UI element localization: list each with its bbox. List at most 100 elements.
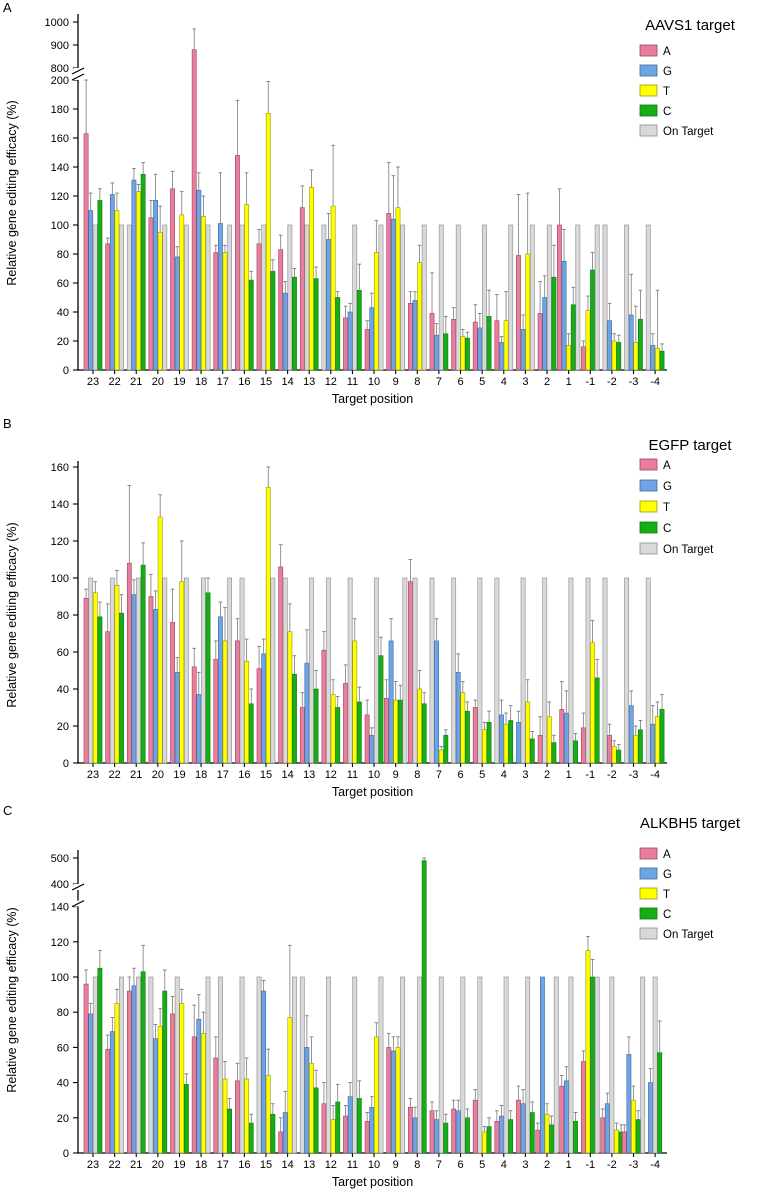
- bar-C: [551, 276, 557, 371]
- y-tick-label: 40: [57, 307, 69, 319]
- bar-G: [347, 1096, 353, 1154]
- x-tick-label: 9: [393, 769, 399, 781]
- x-tick-label: -2: [607, 1159, 617, 1171]
- bar-T: [179, 581, 185, 764]
- x-axis-title: Target position: [332, 392, 413, 406]
- x-tick-label: -4: [650, 376, 660, 388]
- bar-A: [580, 1061, 586, 1154]
- x-tick-label: 17: [217, 1159, 229, 1171]
- bar-A: [535, 1129, 541, 1154]
- bar-G: [88, 1013, 94, 1154]
- bar-On: [347, 577, 353, 764]
- bar-On: [645, 224, 651, 371]
- bar-On: [455, 224, 461, 371]
- x-tick-label: 1: [566, 769, 572, 781]
- bar-T: [503, 723, 509, 764]
- bar-T: [417, 688, 422, 764]
- bar-G: [412, 1117, 418, 1154]
- bar-C: [292, 673, 297, 764]
- bar-On: [183, 577, 189, 764]
- y-tick-label: 0: [63, 758, 69, 770]
- bar-T: [611, 340, 617, 371]
- bar-T: [201, 1033, 206, 1154]
- bar-G: [455, 672, 461, 764]
- bar-On: [304, 224, 310, 371]
- bar-G: [499, 714, 504, 764]
- bar-On: [136, 976, 141, 1154]
- x-tick-label: -3: [629, 769, 639, 781]
- bar-T: [309, 187, 314, 371]
- x-tick-label: 10: [368, 769, 380, 781]
- x-tick-label: 22: [108, 1159, 120, 1171]
- bar-G: [563, 712, 569, 764]
- bar-On: [640, 976, 646, 1154]
- bar-On: [602, 224, 608, 371]
- axis-break-mark: [71, 73, 85, 81]
- bar-T: [417, 262, 422, 371]
- bar-G: [369, 307, 375, 371]
- x-tick-label: -3: [629, 1159, 639, 1171]
- bar-C: [140, 564, 146, 764]
- bar-On: [645, 577, 651, 764]
- x-tick-label: 8: [414, 1159, 420, 1171]
- bar-On: [438, 976, 444, 1154]
- bar-A: [364, 1121, 370, 1154]
- y-tick-label: 140: [51, 162, 69, 174]
- y-axis-title: Relative gene editing efficacy (%): [5, 522, 19, 707]
- legend-label-T: T: [663, 86, 670, 98]
- y-tick-label: 800: [51, 63, 69, 75]
- bar-G: [196, 694, 202, 764]
- bar-On: [239, 976, 245, 1154]
- bar-A: [429, 1110, 435, 1154]
- bar-On: [624, 577, 629, 764]
- x-tick-label: 7: [436, 376, 442, 388]
- bar-G: [131, 594, 137, 764]
- bar-G: [648, 1082, 653, 1154]
- x-tick-label: 15: [260, 769, 272, 781]
- bar-G: [434, 334, 440, 371]
- bar-On: [205, 976, 211, 1154]
- bar-G: [390, 1050, 396, 1154]
- bar-C: [248, 1122, 254, 1154]
- x-tick-label: 19: [173, 1159, 185, 1171]
- x-tick-label: 21: [130, 1159, 142, 1171]
- bar-T: [201, 216, 206, 371]
- y-tick-label: 160: [51, 133, 69, 145]
- bar-A: [170, 622, 175, 764]
- bar-A: [580, 727, 586, 764]
- chart-title: ALKBH5 target: [640, 815, 741, 832]
- legend-swatch-G: [639, 867, 658, 880]
- legend-swatch-C: [639, 907, 658, 920]
- legend-swatch-A: [639, 847, 658, 860]
- chart-title: AAVS1 target: [645, 17, 736, 34]
- y-tick-label: 80: [57, 249, 69, 261]
- bar-C: [248, 703, 254, 764]
- bar-T: [222, 252, 228, 371]
- bar-C: [570, 304, 576, 371]
- bar-G: [153, 609, 158, 764]
- bar-C: [573, 1121, 578, 1154]
- bar-A: [235, 1080, 240, 1154]
- bar-C: [397, 699, 403, 764]
- bar-G: [326, 239, 331, 371]
- bar-G: [455, 1110, 461, 1154]
- legend-label-A: A: [663, 849, 671, 861]
- bar-T: [287, 1017, 293, 1154]
- x-tick-label: 11: [347, 1159, 358, 1171]
- bar-T: [460, 692, 466, 764]
- legend-label-On: On Target: [663, 544, 714, 556]
- bar-C: [97, 967, 103, 1154]
- bar-T: [546, 716, 552, 764]
- x-tick-label: 23: [87, 1159, 99, 1171]
- bar-T: [633, 734, 639, 764]
- bar-C: [119, 612, 124, 764]
- bar-T: [114, 210, 120, 371]
- y-tick-label: 100: [51, 220, 69, 232]
- bar-A: [451, 1108, 457, 1154]
- bar-T: [393, 699, 399, 764]
- bar-On: [429, 577, 435, 764]
- x-tick-label: 6: [457, 769, 463, 781]
- x-tick-label: 16: [238, 1159, 250, 1171]
